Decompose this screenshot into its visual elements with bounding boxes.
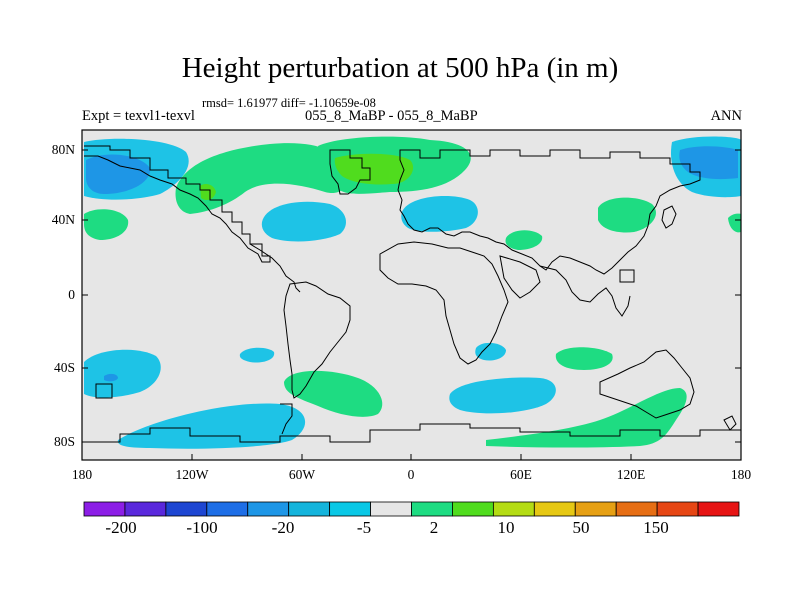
x-tick-label: 0 <box>407 467 415 482</box>
x-tick-label: 60E <box>510 467 532 482</box>
colorbar-box <box>124 501 167 517</box>
colorbar-box <box>452 501 494 517</box>
coastline-central-america <box>249 243 301 293</box>
colorbar-box <box>697 501 740 517</box>
x-tick-label: 180 <box>730 467 752 482</box>
negative-region <box>117 403 306 449</box>
colorbar-label: -100 <box>186 518 218 537</box>
colorbar-box <box>533 501 576 517</box>
coastline-eurasia <box>397 149 701 275</box>
coastline-island <box>619 269 635 283</box>
colorbar-label: -5 <box>356 518 372 537</box>
case-label: 055_8_MaBP - 055_8_MaBP <box>305 108 478 124</box>
colorbar <box>83 501 740 517</box>
y-tick-label: 0 <box>68 287 75 302</box>
colorbar-box <box>574 501 617 517</box>
positive-region <box>728 213 741 233</box>
x-tick-label: 120W <box>175 467 209 482</box>
colorbar-label: -20 <box>271 518 295 537</box>
colorbar-box <box>165 501 208 517</box>
negative-region <box>84 349 161 398</box>
colorbar-label: 2 <box>429 518 439 537</box>
positive-region <box>598 197 656 233</box>
colorbar-box <box>83 501 126 517</box>
y-tick-label: 80N <box>51 142 75 157</box>
colorbar-box <box>206 501 249 517</box>
colorbar-box <box>247 501 290 517</box>
colorbar-label: 10 <box>497 518 515 537</box>
plot-title: Height perturbation at 500 hPa (in m) <box>181 52 619 84</box>
colorbar-box <box>615 501 658 517</box>
x-tick-label: 120E <box>616 467 646 482</box>
coastline-south-america <box>283 281 351 399</box>
colorbar-box <box>329 501 371 517</box>
positive-region <box>175 143 347 214</box>
coastline-japan <box>661 205 677 229</box>
coastline-arabia <box>499 255 541 299</box>
coastlines <box>84 145 741 443</box>
season-label: ANN <box>710 108 742 124</box>
negative-region <box>401 196 478 232</box>
coastline-south-asia <box>539 265 631 317</box>
colorbar-label: -200 <box>105 518 137 537</box>
negative-region <box>261 201 346 242</box>
positive-core-region <box>200 184 216 200</box>
positive-region <box>505 230 543 250</box>
colorbar-label: 50 <box>572 518 590 537</box>
y-tick-label: 40N <box>51 212 75 227</box>
experiment-label: Expt = texvl1-texvl <box>82 108 195 124</box>
colorbar-box <box>492 501 535 517</box>
coastline-north-america <box>84 145 271 263</box>
colorbar-box <box>656 501 699 517</box>
colorbar-box <box>411 501 453 517</box>
y-tick-label: 40S <box>53 360 75 375</box>
negative-region <box>239 347 275 363</box>
negative-core-region <box>104 373 118 382</box>
coastline-australia <box>599 349 695 419</box>
positive-region <box>486 388 687 448</box>
coastline-africa <box>379 241 509 365</box>
positive-core-region <box>334 153 414 185</box>
rmsd-diff-stats: rmsd= 1.61977 diff= -1.10659e-08 <box>202 96 376 110</box>
colorbar-box <box>288 501 331 517</box>
y-tick-label: 80S <box>53 434 75 449</box>
coastline-antarctic-peninsula <box>280 403 293 435</box>
coastline-antarctica <box>84 423 741 443</box>
colorbar-box <box>370 501 412 517</box>
negative-core-region <box>679 146 738 180</box>
axis-ticks <box>81 149 742 460</box>
x-tick-label: 180 <box>71 467 93 482</box>
x-tick-label: 60W <box>288 467 316 482</box>
coastline-greenland <box>329 149 371 195</box>
coastline-new-zealand <box>723 415 737 431</box>
coastline-island <box>95 383 113 399</box>
negative-core-region <box>86 154 151 194</box>
negative-region <box>449 377 556 414</box>
positive-region <box>84 209 129 240</box>
colorbar-label: 150 <box>643 518 669 537</box>
positive-region <box>555 347 613 370</box>
negative-region <box>475 342 506 361</box>
